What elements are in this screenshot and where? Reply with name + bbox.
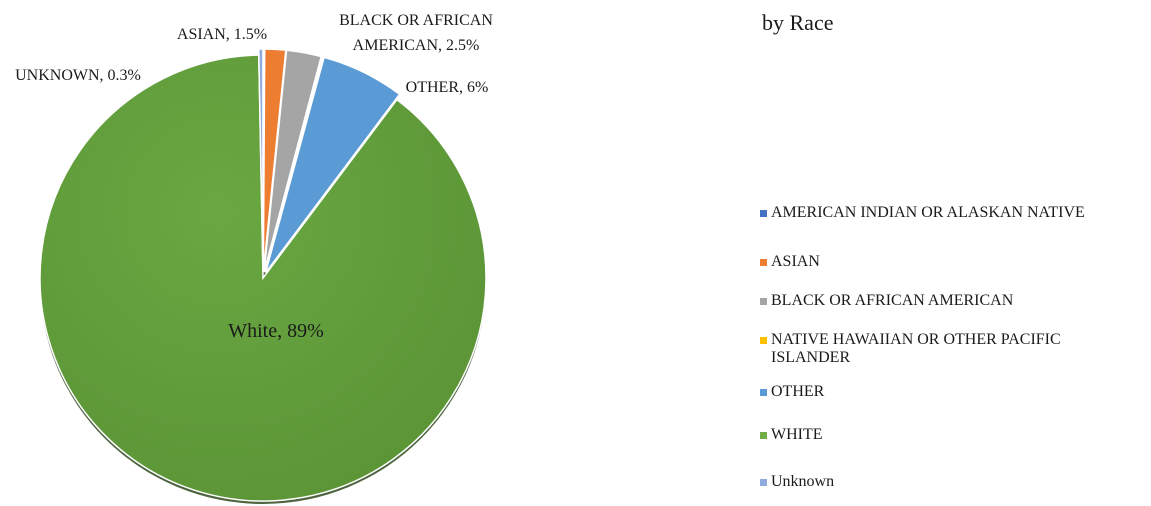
legend-label: NATIVE HAWAIIAN OR OTHER PACIFIC ISLANDE… — [771, 331, 1061, 366]
data-label-other: OTHER, 6% — [406, 79, 489, 96]
legend-item-other: OTHER — [760, 383, 824, 401]
data-label-unknown: UNKNOWN, 0.3% — [15, 67, 141, 84]
data-label-white: White, 89% — [228, 320, 324, 342]
pie-slices — [39, 48, 487, 502]
legend-item-black-or-african-american: BLACK OR AFRICAN AMERICAN — [760, 292, 1013, 310]
legend-item-american-indian-or-alaskan-native: AMERICAN INDIAN OR ALASKAN NATIVE — [760, 204, 1085, 222]
legend-swatch — [760, 479, 767, 486]
data-label-black-or-african-american: AMERICAN, 2.5% — [353, 37, 480, 54]
chart-title-fragment: by Race — [762, 10, 834, 35]
legend-swatch — [760, 210, 767, 217]
pie-slice-other — [264, 56, 401, 274]
legend-item-asian: ASIAN — [760, 253, 820, 271]
legend-swatch — [760, 389, 767, 396]
data-label-black-or-african-american: BLACK OR AFRICAN — [339, 12, 493, 29]
legend-label: ASIAN — [771, 253, 820, 270]
data-label-asian: ASIAN, 1.5% — [177, 26, 267, 43]
legend-swatch — [760, 259, 767, 266]
pie-slice-asian — [262, 48, 287, 273]
legend-swatch — [760, 337, 767, 344]
legend-label: BLACK OR AFRICAN AMERICAN — [771, 292, 1014, 309]
pie-slice-native-hawaiian-or-other-pacific-islander — [263, 55, 324, 273]
legend-item-unknown: Unknown — [760, 473, 834, 491]
slice-labels: ASIAN, 1.5% BLACK OR AFRICAN AMERICAN, 2.5… — [15, 12, 493, 342]
legend-label: OTHER — [771, 383, 825, 400]
legend-label: WHITE — [771, 426, 823, 443]
pie-slice-white — [39, 54, 487, 502]
legend-swatch — [760, 298, 767, 305]
legend-item-white: WHITE — [760, 426, 823, 444]
legend-label: AMERICAN INDIAN OR ALASKAN NATIVE — [771, 204, 1085, 221]
pie-slice-unknown — [257, 48, 264, 273]
legend-swatch — [760, 432, 767, 439]
legend-item-native-hawaiian-or-other-pacific-islander: NATIVE HAWAIIAN OR OTHER PACIFIC ISLANDE… — [760, 331, 1101, 367]
legend-label: Unknown — [771, 473, 835, 490]
